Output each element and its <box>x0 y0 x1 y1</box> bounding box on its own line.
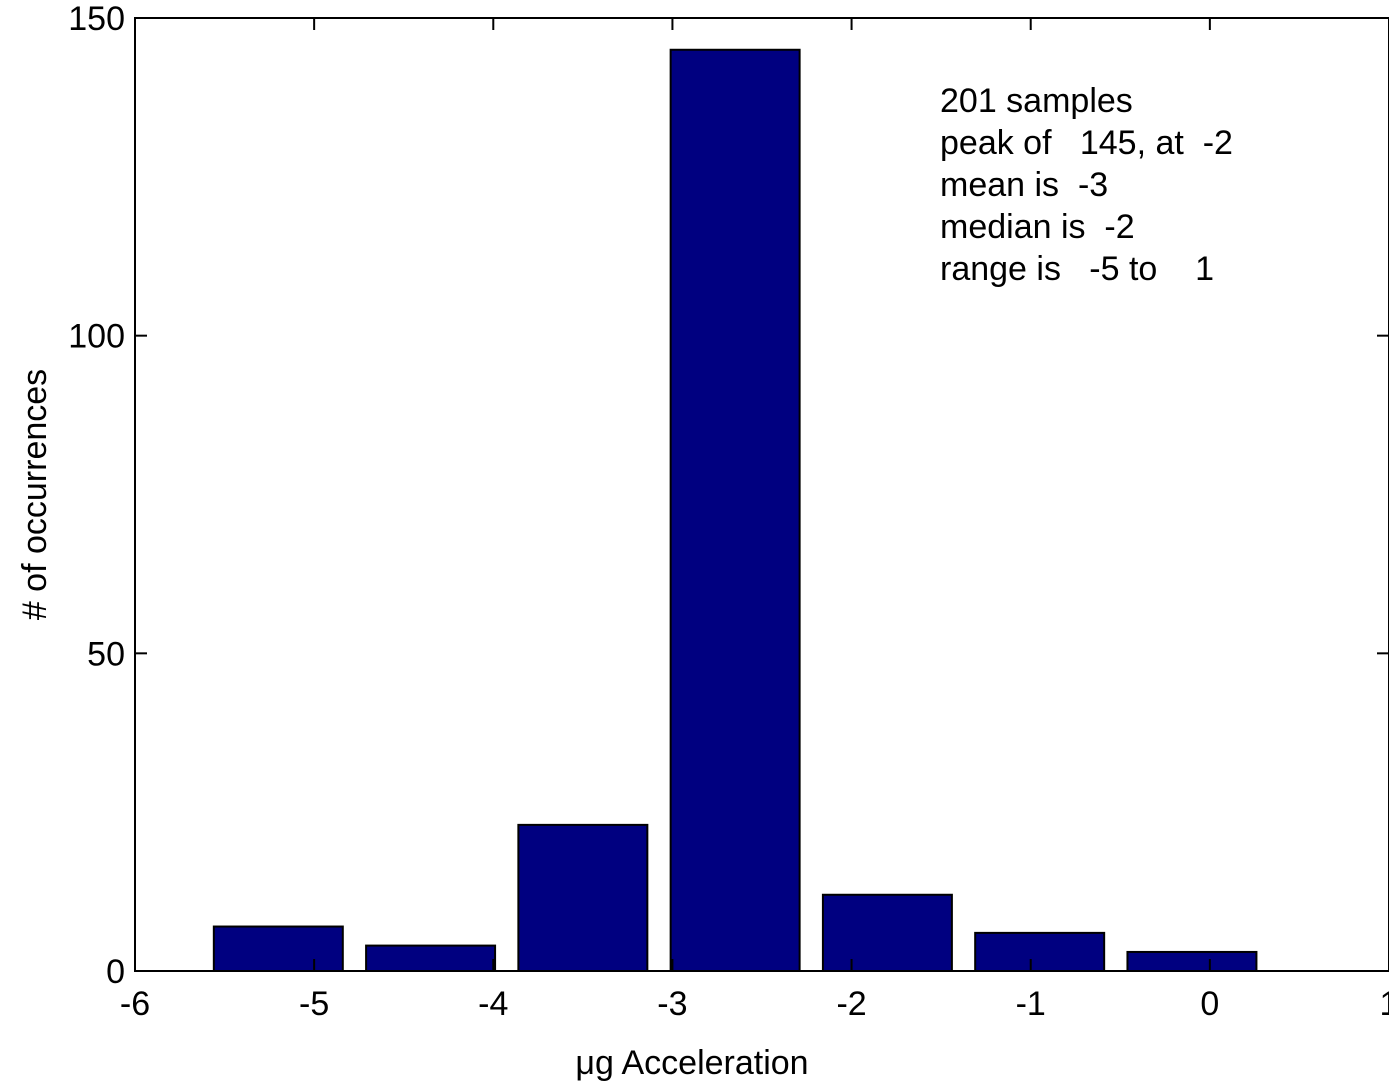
bars-group <box>212 48 1258 973</box>
x-tick-label: -1 <box>1016 985 1046 1023</box>
y-tick-label: 100 <box>68 318 125 356</box>
bar <box>1126 950 1258 973</box>
x-axis-label: μg Acceleration <box>575 1044 808 1082</box>
x-tick-label: 1 <box>1380 985 1389 1023</box>
annotation-line: median is -2 <box>940 208 1135 246</box>
x-tick-label: -5 <box>299 985 329 1023</box>
annotation-line: range is -5 to 1 <box>940 250 1214 288</box>
x-tick-label: 0 <box>1200 985 1219 1023</box>
x-tick-label: -2 <box>836 985 866 1023</box>
annotation-block: 201 samples peak of 145, at -2 mean is -3 m… <box>940 82 1233 288</box>
y-tick-label: 50 <box>87 635 125 673</box>
bar <box>669 48 801 973</box>
ticks-group <box>134 17 1389 972</box>
annotation-line: mean is -3 <box>940 166 1108 204</box>
bar <box>365 944 497 973</box>
bar <box>212 925 344 973</box>
x-tick-label: -6 <box>120 985 150 1023</box>
plot-frame <box>134 17 1389 972</box>
bar <box>517 823 649 973</box>
x-tick-label: -3 <box>657 985 687 1023</box>
bar <box>821 893 953 973</box>
x-tick-label: -4 <box>478 985 508 1023</box>
annotation-line: peak of 145, at -2 <box>940 124 1233 162</box>
y-tick-label: 0 <box>106 953 125 991</box>
annotation-line: 201 samples <box>940 82 1133 120</box>
tick-labels-group: -6 -5 -4 -3 -2 -1 0 1 0 50 100 150 <box>68 0 1389 1023</box>
bar <box>974 931 1106 973</box>
y-axis-label: # of occurrences <box>16 369 54 620</box>
y-tick-label: 150 <box>68 0 125 38</box>
